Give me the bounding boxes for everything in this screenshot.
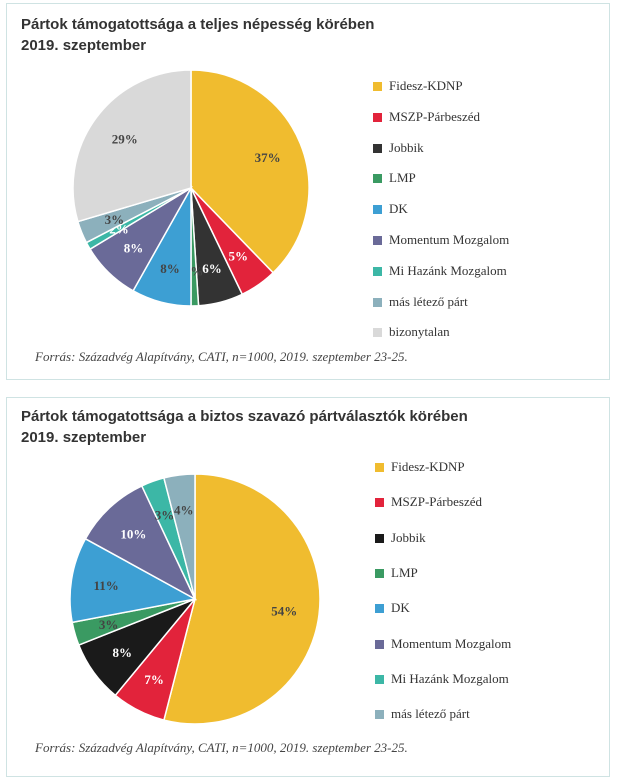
- slice-label-mas-letezo-part: 4%: [174, 503, 194, 518]
- legend-swatch: [375, 674, 384, 684]
- chart-title: Pártok támogatottsága a teljes népesség …: [21, 14, 374, 56]
- slice-label-momentum-mozgalom: 10%: [120, 526, 146, 541]
- slice-label-momentum-mozgalom: 8%: [124, 240, 144, 255]
- slice-label-fidesz-kdnp: 37%: [255, 150, 281, 165]
- legend-label: MSZP-Párbeszéd: [391, 494, 482, 510]
- chart-subtitle-line: 2019. szeptember: [21, 429, 147, 446]
- legend-swatch: [375, 604, 384, 614]
- slice-label-mszp-parbeszed: 5%: [229, 249, 249, 264]
- legend-swatch: [373, 112, 382, 122]
- legend-swatch: [373, 82, 382, 91]
- chart-title: Pártok támogatottsága a biztos szavazó p…: [21, 406, 468, 448]
- legend-label: Mi Hazánk Mozgalom: [391, 670, 509, 686]
- legend-swatch: [373, 236, 382, 245]
- legend-swatch: [373, 174, 382, 184]
- chart-subtitle-line: 2019. szeptember: [21, 37, 147, 54]
- source-note: Forrás: Századvég Alapítvány, CATI, n=10…: [35, 740, 408, 755]
- legend-label: DK: [389, 201, 408, 217]
- slice-label-fidesz-kdnp: 54%: [271, 603, 297, 618]
- legend-swatch: [375, 568, 384, 578]
- pie-slice-mas-letezo-part: [163, 473, 196, 600]
- legend-label: Momentum Mozgalom: [391, 635, 512, 651]
- legend-label: Jobbik: [391, 529, 426, 545]
- legend-swatch: [373, 205, 382, 215]
- slice-label-mas-letezo-part: 3%: [105, 212, 125, 227]
- legend-label: más létező párt: [391, 706, 470, 722]
- legend-swatch: [373, 266, 382, 276]
- pie-chart: 54%7%8%3%11%10%3% 4%: [69, 473, 321, 725]
- legend-swatch: [375, 498, 384, 508]
- legend-swatch: [375, 639, 384, 649]
- legend-label: Fidesz-KDNP: [389, 78, 463, 93]
- legend-label: DK: [391, 600, 410, 616]
- legend-label: más létező párt: [389, 293, 468, 309]
- legend-swatch: [373, 328, 382, 338]
- legend-label: bizonytalan: [389, 324, 450, 340]
- legend-swatch: [375, 463, 384, 472]
- legend-swatch: [375, 533, 384, 543]
- slice-label-mszp-parbeszed: 7%: [144, 672, 164, 687]
- chart-title-line: Pártok támogatottsága a biztos szavazó p…: [21, 408, 468, 425]
- chart-panel-total-population: Pártok támogatottsága a teljes népesség …: [6, 3, 610, 380]
- legend-label: LMP: [391, 564, 418, 580]
- slice-label-jobbik: 6%: [202, 261, 222, 276]
- slice-label-jobbik: 8%: [112, 645, 132, 660]
- pie-slice-dk: [69, 537, 198, 624]
- legend-label: Jobbik: [389, 139, 424, 155]
- legend-label: Fidesz-KDNP: [391, 459, 465, 474]
- chart-title-line: Pártok támogatottsága a teljes népesség …: [21, 16, 375, 33]
- slice-label-mi-hazank-mozgalom: 3%: [155, 507, 175, 522]
- slice-label-dk: 11%: [93, 578, 118, 593]
- pie-slice-bizonytalan: [72, 69, 192, 223]
- chart-panel-sure-voters: Pártok támogatottsága a biztos szavazó p…: [6, 397, 610, 777]
- pie-slice-fidesz-kdnp: [190, 69, 310, 274]
- legend-swatch: [373, 143, 382, 153]
- source-note: Forrás: Századvég Alapítvány, CATI, n=10…: [35, 349, 408, 364]
- legend-swatch: [375, 710, 384, 720]
- legend-label: MSZP-Párbeszéd: [389, 108, 480, 124]
- pie-slice-fidesz-kdnp: [163, 473, 321, 725]
- pie-slice-momentum-mozgalom: [84, 484, 197, 601]
- legend-swatch: [373, 297, 382, 307]
- pie-chart: 37%5%6%2%8%8%2%3%29%: [72, 69, 310, 307]
- slice-label-lmp: 3%: [99, 617, 119, 632]
- slice-label-bizonytalan: 29%: [112, 132, 138, 147]
- legend-label: LMP: [389, 170, 416, 186]
- slice-label-dk: 8%: [160, 261, 180, 276]
- legend-label: Mi Hazánk Mozgalom: [389, 262, 507, 278]
- legend-label: Momentum Mozgalom: [389, 232, 510, 247]
